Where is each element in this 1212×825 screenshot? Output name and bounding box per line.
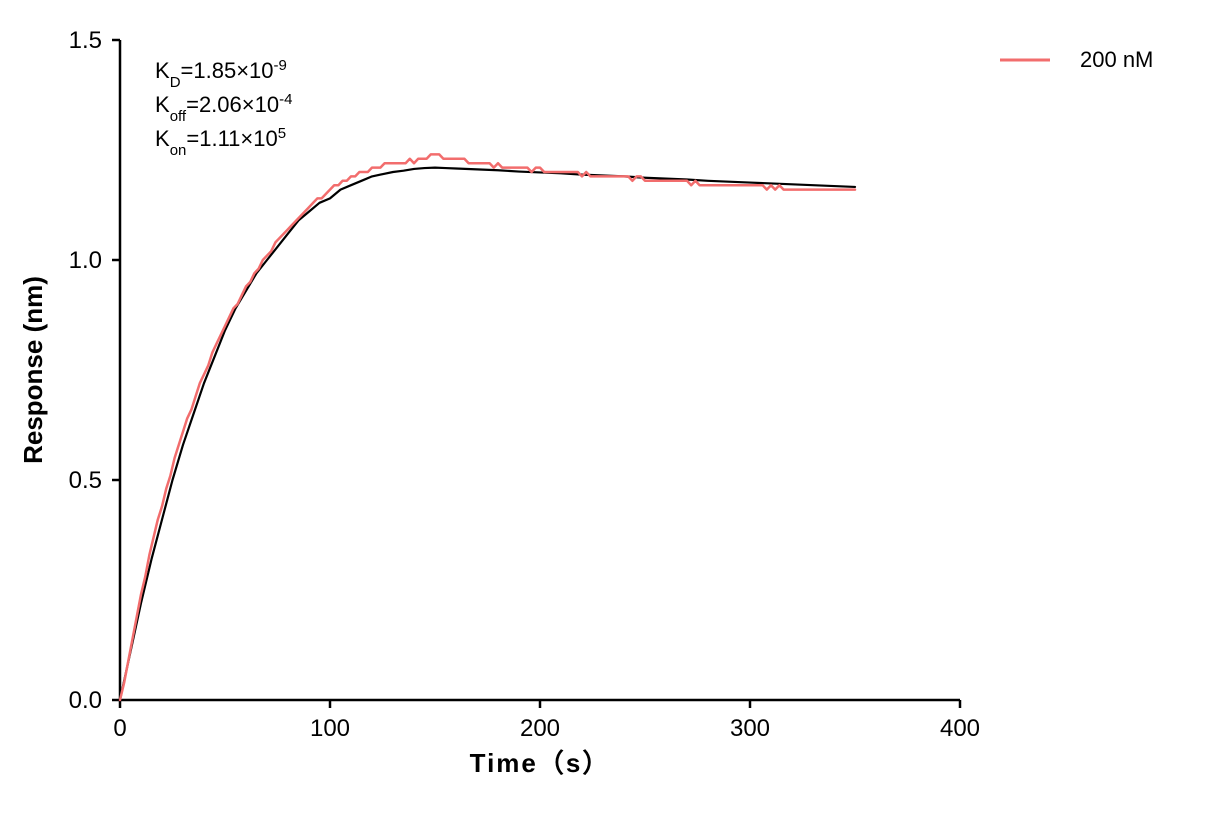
x-tick-label: 200 bbox=[520, 715, 560, 742]
x-tick-label: 0 bbox=[113, 715, 126, 742]
legend-label: 200 nM bbox=[1080, 47, 1153, 72]
x-axis-label: Time（s） bbox=[470, 748, 611, 778]
x-tick-label: 300 bbox=[730, 715, 770, 742]
y-tick-label: 0.5 bbox=[69, 467, 102, 494]
x-tick-label: 100 bbox=[310, 715, 350, 742]
y-axis-label: Response (nm) bbox=[18, 276, 48, 464]
binding-kinetics-chart: 0 100 200 300 400 0.0 0.5 1.0 1.5 Time（s） Response… bbox=[0, 0, 1212, 825]
y-tick-label: 1.5 bbox=[69, 27, 102, 54]
chart-svg: 0 100 200 300 400 0.0 0.5 1.0 1.5 Time（s） Response… bbox=[0, 0, 1212, 825]
y-tick-label: 1.0 bbox=[69, 247, 102, 274]
x-tick-label: 400 bbox=[940, 715, 980, 742]
y-tick-label: 0.0 bbox=[69, 687, 102, 714]
